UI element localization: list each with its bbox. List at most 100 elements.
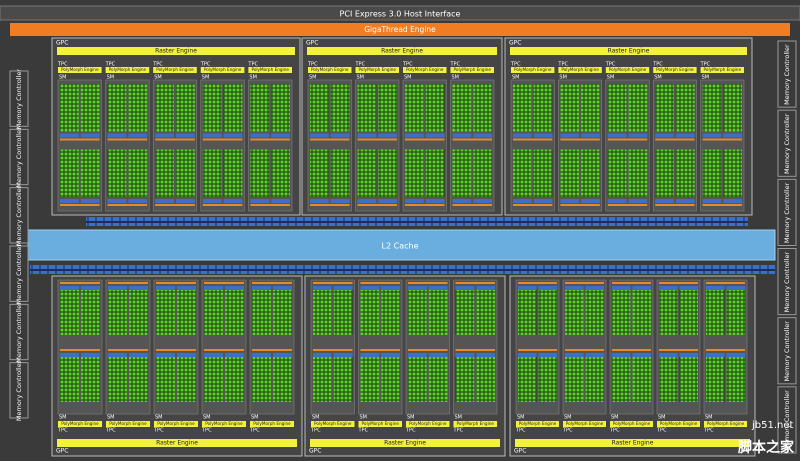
unit-bar: [726, 286, 745, 290]
sm-label: SM: [517, 415, 525, 421]
memory-controller: [9, 187, 29, 244]
polymorph-label: PolyMorph Engine: [109, 67, 147, 72]
unit-bar: [706, 353, 725, 357]
core-block: [60, 286, 79, 335]
core-block: [273, 286, 292, 335]
tpc-label: TPC: [562, 428, 573, 434]
polymorph-label: PolyMorph Engine: [61, 421, 99, 426]
raster-engine-label: Raster Engine: [384, 440, 426, 447]
cache-bar: [60, 138, 100, 141]
core-block: [313, 286, 332, 335]
core-block: [250, 84, 270, 132]
polymorph-label: PolyMorph Engine: [704, 67, 742, 72]
core-block: [679, 353, 698, 402]
cache-bar: [706, 282, 745, 284]
polymorph-label: PolyMorph Engine: [311, 67, 349, 72]
cache-bar: [560, 138, 600, 141]
cache-bar: [310, 138, 350, 141]
polymorph-label: PolyMorph Engine: [205, 421, 243, 426]
core-block: [706, 353, 725, 402]
core-block: [155, 84, 174, 132]
unit-bar: [310, 133, 329, 138]
unit-bar: [679, 286, 698, 290]
cache-bar: [659, 282, 698, 284]
unit-bar: [473, 133, 492, 138]
sm-label: SM: [309, 75, 317, 81]
cache-bar: [250, 204, 290, 206]
gpc-label: GPC: [514, 448, 526, 455]
polymorph-engine: [355, 67, 399, 73]
core-block: [202, 149, 222, 197]
memory-controller: [777, 109, 797, 177]
core-block: [80, 84, 100, 132]
memory-controller-label: Memory Controller: [783, 113, 791, 174]
polymorph-label: PolyMorph Engine: [609, 67, 647, 72]
core-block: [360, 286, 380, 335]
sm-label: SM: [202, 75, 210, 81]
core-block: [428, 353, 448, 402]
core-block: [330, 149, 350, 197]
core-block: [585, 286, 604, 335]
gpc-label: GPC: [509, 40, 521, 47]
tpc-label: TPC: [557, 62, 568, 68]
raster-engine: [307, 47, 497, 55]
sm-label: SM: [251, 415, 259, 421]
cache-bar: [565, 349, 604, 351]
core-block: [128, 149, 148, 197]
polymorph-label: PolyMorph Engine: [61, 67, 99, 72]
polymorph-label: PolyMorph Engine: [514, 67, 552, 72]
core-block: [333, 286, 353, 335]
cache-bar: [204, 282, 244, 284]
unit-bar: [723, 133, 742, 138]
unit-bar: [408, 353, 427, 357]
core-block: [585, 353, 604, 402]
memory-controller: [9, 128, 29, 186]
unit-bar: [581, 199, 600, 203]
sm-label: SM: [455, 415, 463, 421]
polymorph-engine: [450, 67, 494, 73]
core-block: [655, 149, 674, 197]
core-block: [612, 353, 631, 402]
unit-bar: [533, 199, 553, 203]
core-block: [378, 84, 397, 132]
tpc-label: TPC: [153, 428, 164, 434]
unit-bar: [632, 286, 651, 290]
sm-label: SM: [155, 415, 163, 421]
polymorph-label: PolyMorph Engine: [109, 421, 147, 426]
tpc-label: TPC: [450, 62, 461, 68]
tpc-label: TPC: [652, 62, 663, 68]
sm-label: SM: [654, 75, 662, 81]
core-block: [357, 149, 377, 197]
unit-bar: [60, 199, 79, 203]
tpc-label: TPC: [105, 428, 116, 434]
polymorph-label: PolyMorph Engine: [314, 421, 352, 426]
core-block: [273, 353, 292, 402]
unit-bar: [607, 199, 627, 203]
unit-bar: [476, 286, 495, 290]
unit-bar: [452, 199, 472, 203]
polymorph-engine: [58, 67, 102, 73]
unit-bar: [330, 133, 350, 138]
sm-label: SM: [154, 75, 162, 81]
core-block: [310, 84, 329, 132]
core-block: [333, 353, 353, 402]
memory-controller: [9, 362, 29, 419]
polymorph-engine: [511, 67, 555, 73]
unit-bar: [533, 133, 553, 138]
core-block: [659, 353, 678, 402]
core-block: [726, 286, 745, 335]
unit-bar: [225, 353, 244, 357]
core-block: [250, 149, 270, 197]
cache-bar: [655, 204, 695, 206]
polymorph-label: PolyMorph Engine: [157, 421, 195, 426]
cache-bar: [518, 282, 557, 284]
raster-engine-label: Raster Engine: [608, 48, 650, 55]
unit-bar: [702, 133, 722, 138]
cache-bar: [360, 349, 400, 351]
core-block: [513, 149, 532, 197]
raster-engine-label: Raster Engine: [381, 48, 423, 55]
raster-engine: [57, 47, 295, 55]
unit-bar: [405, 199, 424, 203]
sm-label: SM: [611, 415, 619, 421]
unit-bar: [659, 286, 678, 290]
